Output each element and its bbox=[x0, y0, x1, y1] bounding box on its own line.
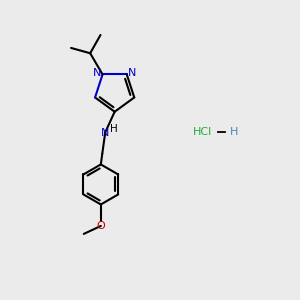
Text: N: N bbox=[101, 128, 110, 138]
Text: HCl: HCl bbox=[194, 127, 213, 137]
Text: N: N bbox=[128, 68, 136, 78]
Text: O: O bbox=[97, 221, 105, 231]
Text: H: H bbox=[230, 127, 238, 137]
Text: N: N bbox=[93, 68, 101, 78]
Text: H: H bbox=[110, 124, 117, 134]
